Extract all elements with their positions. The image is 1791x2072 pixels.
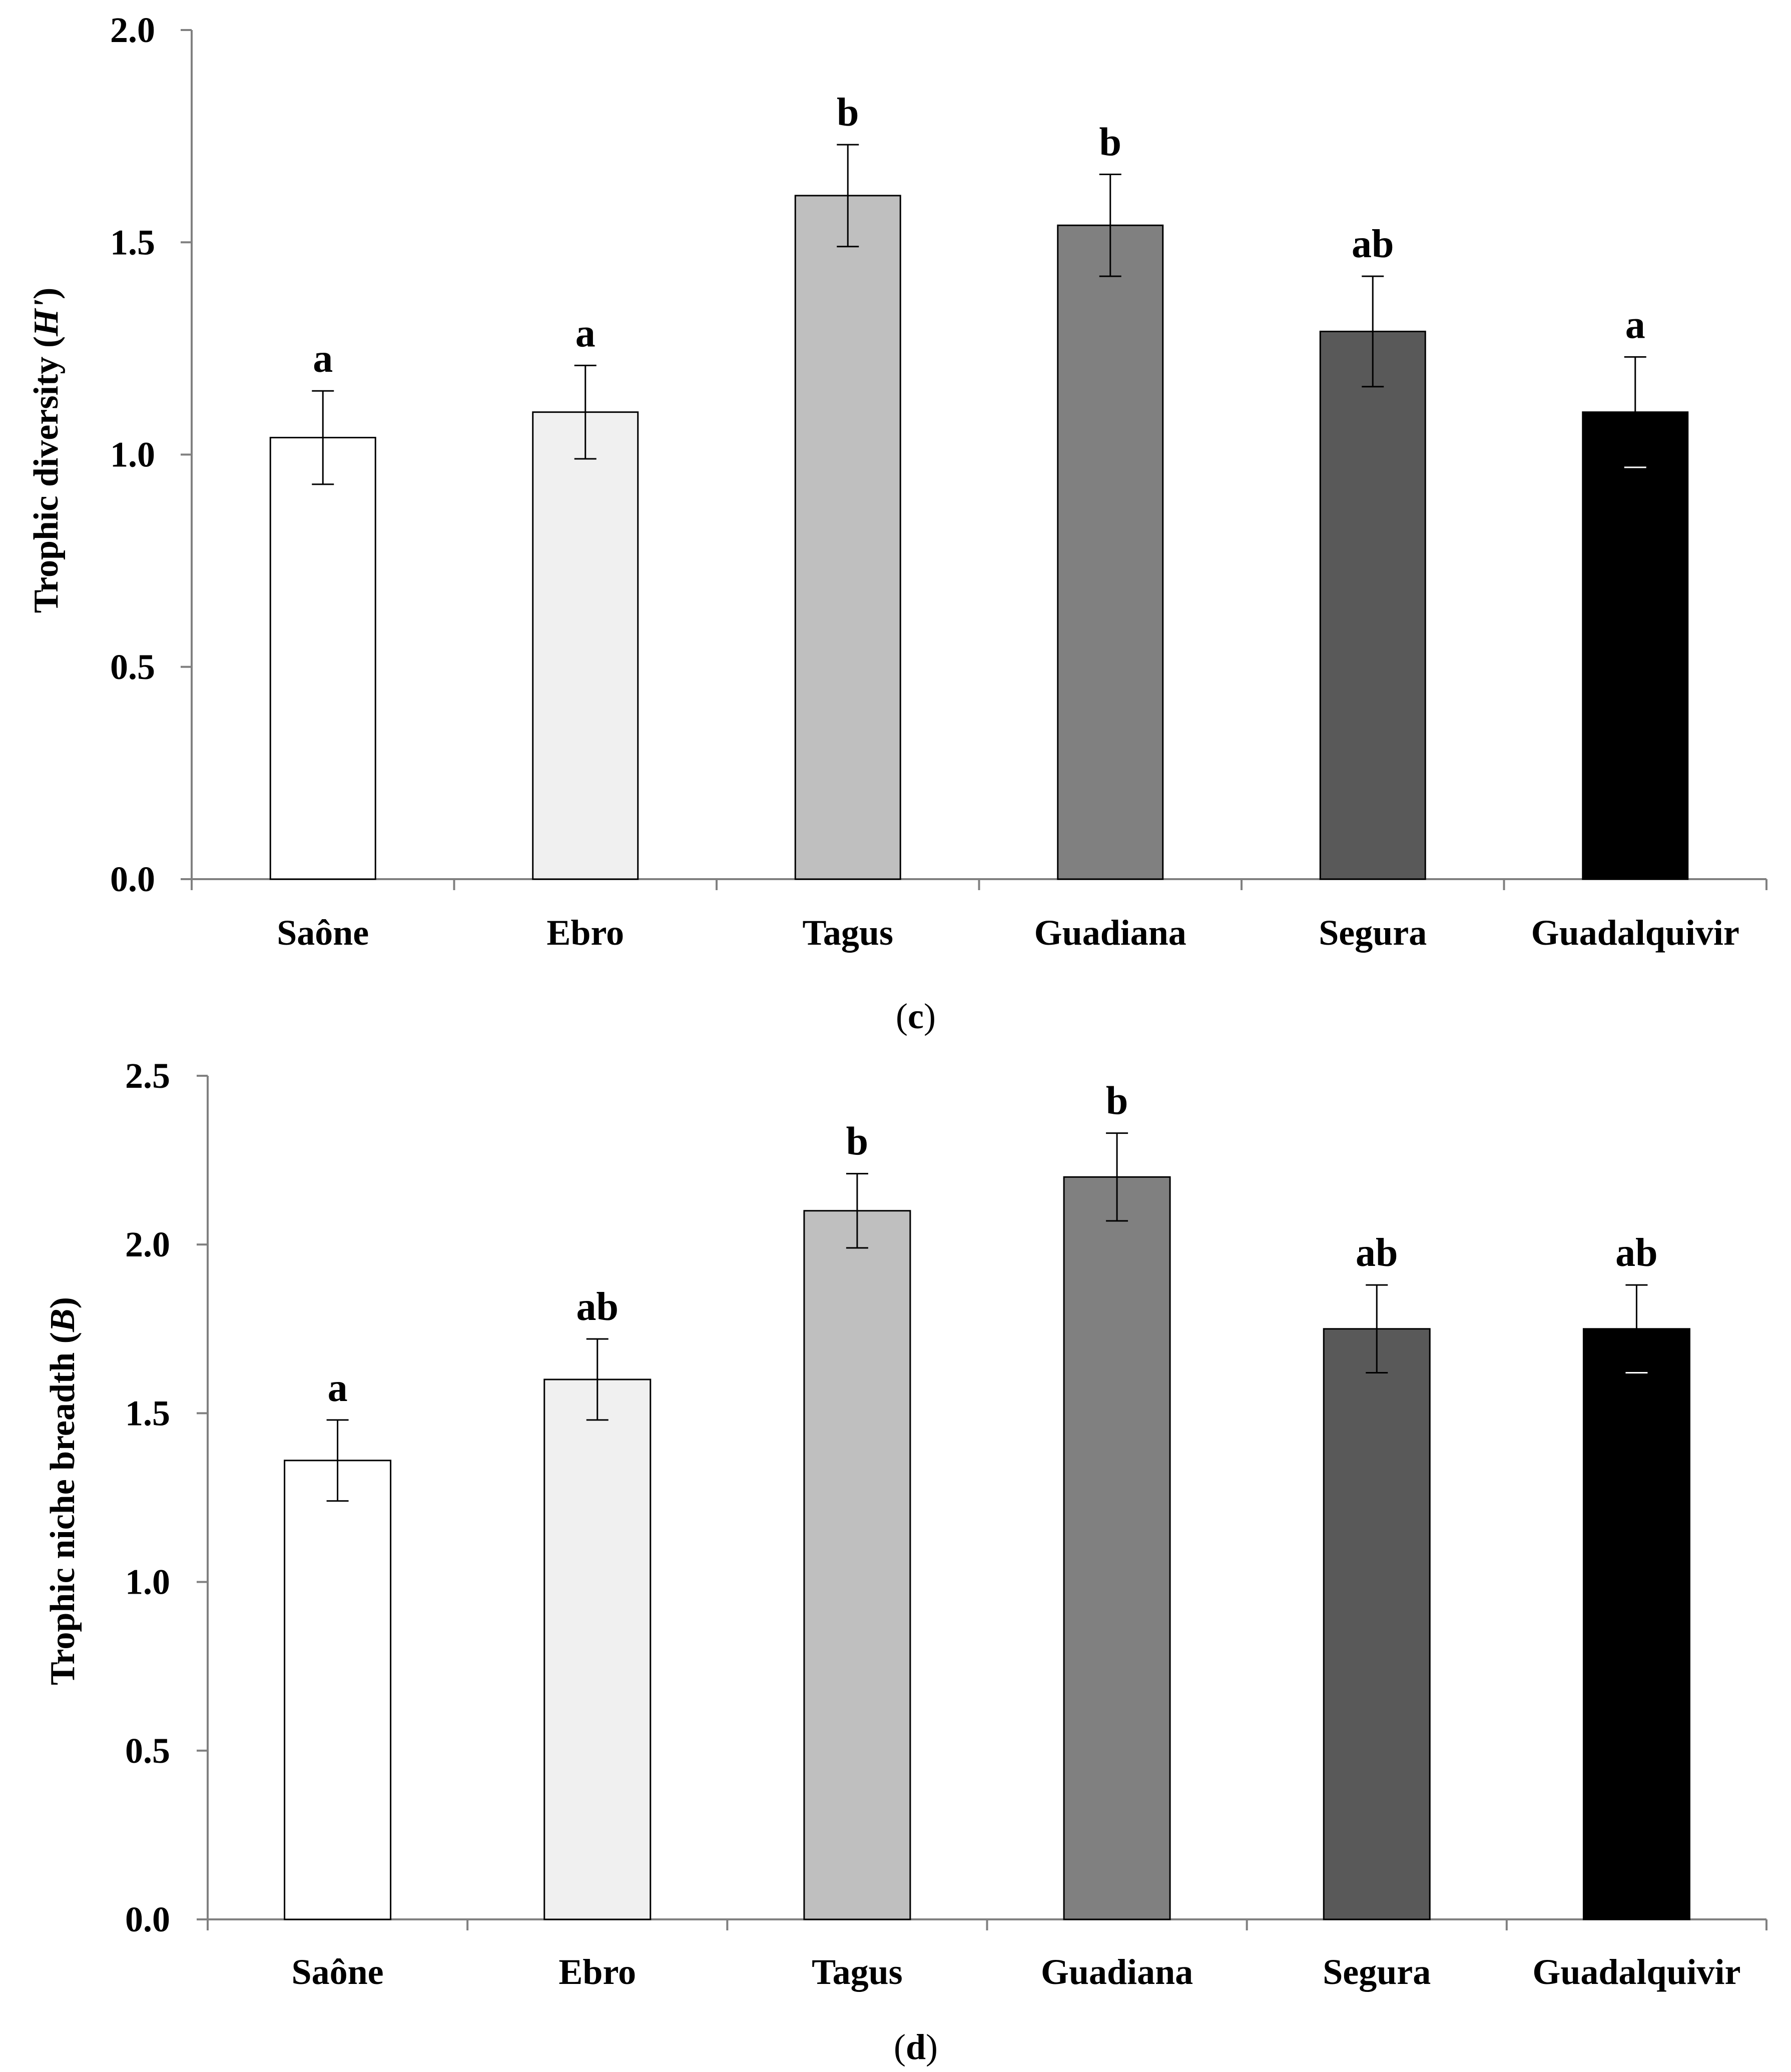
y-axis-title-symbol: B xyxy=(44,1308,82,1332)
panel-label: (d) xyxy=(894,2027,938,2067)
category-label: Saône xyxy=(277,913,369,953)
panel-label: (c) xyxy=(896,996,936,1036)
bar xyxy=(532,411,639,880)
bar xyxy=(803,1210,911,1920)
y-axis-title-text: Trophic diversity ( xyxy=(27,336,66,613)
significance-label: a xyxy=(1625,303,1645,347)
bar xyxy=(1582,411,1689,880)
y-axis-title-close: ) xyxy=(27,288,66,299)
y-axis-title: Trophic niche breadth (B) xyxy=(44,1297,82,1685)
significance-label: ab xyxy=(576,1285,619,1329)
panel-label-open: ( xyxy=(894,2027,906,2067)
y-tick-label: 1.5 xyxy=(110,222,155,262)
significance-label: a xyxy=(313,337,333,381)
y-tick-label: 2.0 xyxy=(125,1224,170,1264)
significance-label: b xyxy=(846,1120,869,1164)
y-tick-label: 0.5 xyxy=(125,1731,170,1771)
y-tick-label: 1.5 xyxy=(125,1393,170,1433)
significance-label: b xyxy=(1099,120,1122,164)
panel-label-close: ) xyxy=(926,2027,938,2067)
y-tick-label: 1.0 xyxy=(125,1562,170,1602)
category-label: Ebro xyxy=(558,1952,636,1992)
bar xyxy=(269,437,376,880)
panel-label-letter: d xyxy=(906,2027,926,2067)
panel-label-letter: c xyxy=(908,996,924,1036)
significance-label: ab xyxy=(1615,1231,1658,1275)
category-label: Guadiana xyxy=(1041,1952,1193,1992)
bar xyxy=(284,1460,392,1920)
category-label: Guadiana xyxy=(1034,913,1186,953)
y-axis-title-symbol: H' xyxy=(27,299,66,337)
panel-label-close: ) xyxy=(924,996,936,1036)
y-axis-title: Trophic diversity (H') xyxy=(27,288,66,613)
bar xyxy=(794,195,901,880)
y-axis-title-close: ) xyxy=(44,1297,82,1308)
y-tick-label: 0.0 xyxy=(125,1899,170,1939)
panel-c-trophic-diversity-chart: 0.0 0.5 1.0 1.5 2.0 a Saône a Ebro b Tagus b Guadian… xyxy=(27,10,1767,1036)
y-tick-label: 2.0 xyxy=(110,10,155,50)
category-label: Guadalquivir xyxy=(1532,1952,1740,1992)
category-label: Guadalquivir xyxy=(1531,913,1739,953)
category-label: Segura xyxy=(1323,1952,1431,1992)
significance-label: a xyxy=(328,1366,348,1410)
significance-label: ab xyxy=(1352,222,1394,266)
category-label: Ebro xyxy=(546,913,624,953)
y-axis-title-text: Trophic niche breadth ( xyxy=(44,1332,82,1685)
category-label: Tagus xyxy=(812,1952,902,1992)
significance-label: ab xyxy=(1356,1231,1398,1275)
bar xyxy=(543,1378,652,1920)
significance-label: b xyxy=(1106,1079,1128,1123)
bar xyxy=(1319,330,1426,880)
significance-label: b xyxy=(837,91,859,135)
category-label: Tagus xyxy=(803,913,893,953)
y-tick-label: 2.5 xyxy=(125,1056,170,1096)
category-label: Saône xyxy=(292,1952,384,1992)
bar xyxy=(1057,224,1164,880)
y-tick-label: 0.0 xyxy=(110,859,155,899)
panel-label-open: ( xyxy=(896,996,908,1036)
significance-label: a xyxy=(575,311,595,355)
bar xyxy=(1063,1176,1171,1920)
bar xyxy=(1582,1328,1690,1920)
y-tick-label: 1.0 xyxy=(110,435,155,475)
y-tick-label: 0.5 xyxy=(110,647,155,687)
panel-d-trophic-niche-breadth-chart: 0.0 0.5 1.0 1.5 2.0 2.5 a Saône ab Ebro b Tagus b Gua… xyxy=(44,1056,1767,2067)
bar xyxy=(1323,1328,1431,1920)
category-label: Segura xyxy=(1319,913,1427,953)
